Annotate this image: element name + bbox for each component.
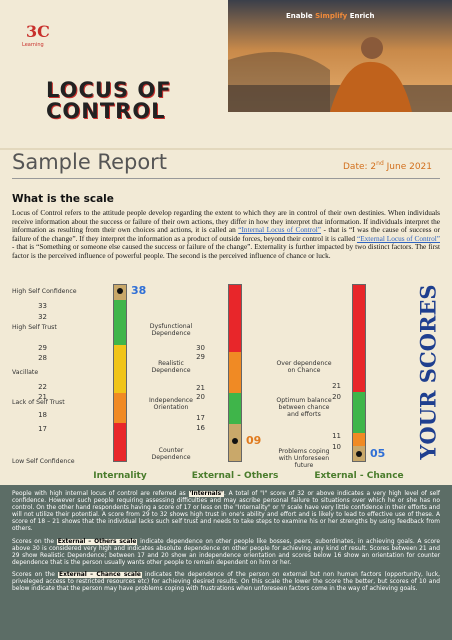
level-label: Low Self Confidence — [12, 458, 75, 465]
bar-outline — [352, 284, 366, 462]
level-label: Optimum balance between chance and effor… — [276, 397, 332, 418]
highlight: External – Chance scale — [58, 571, 142, 578]
tick-label: 20 — [332, 393, 341, 401]
date-text: June 2021 — [383, 162, 432, 172]
tick-label: 10 — [332, 443, 341, 451]
date: Date: 2nd June 2021 — [343, 160, 432, 172]
text: . A total of "I" score of 32 or above in… — [12, 491, 440, 533]
date-sup: nd — [376, 160, 384, 167]
level-label: Vacillate — [12, 369, 39, 376]
bar-segment — [352, 284, 366, 392]
rule — [12, 178, 440, 179]
score: 38 — [131, 284, 147, 297]
header-art — [0, 0, 452, 150]
tagline-word: Simplify — [315, 12, 348, 20]
bar-outline — [113, 284, 127, 462]
bar-segment — [352, 392, 366, 433]
bar-segment — [113, 345, 127, 393]
tick-label: 29 — [196, 353, 205, 361]
link: “Internal Locus of Control” — [238, 225, 321, 235]
section-heading: What is the scale — [12, 193, 114, 205]
score-dot — [232, 438, 238, 444]
tick-label: 33 — [38, 302, 47, 310]
tick-label: 18 — [38, 411, 47, 419]
level-label: Realistic Dependence — [151, 360, 191, 374]
tick-label: 17 — [38, 425, 47, 433]
tick-label: 21 — [38, 393, 47, 401]
section-paragraph: Locus of Control refers to the attitude … — [12, 208, 440, 261]
tick-label: 21 — [196, 384, 205, 392]
bar-segment — [228, 284, 242, 352]
level-label: Dysfunctional Dependence — [149, 323, 193, 337]
column-name: External - Chance — [314, 471, 404, 481]
tagline-word: Enable — [286, 12, 313, 20]
highlight: External – Others scale — [56, 538, 138, 545]
bar-segment — [113, 423, 127, 462]
level-label: High Self Confidence — [12, 288, 77, 295]
scale: 38 High Self Confidence High Self Trust Vac… — [12, 284, 404, 481]
bar-segment — [228, 352, 242, 393]
score-dot — [117, 288, 123, 294]
level-label: Problems coping with Unforeseen future — [278, 448, 330, 469]
side-label: YOUR SCORES — [415, 284, 441, 460]
footer: People with high internal locus of contr… — [0, 485, 452, 640]
text: Scores on the — [12, 571, 59, 578]
text: Scores on the — [12, 538, 57, 545]
level-label: Lack of Self Trust — [12, 399, 65, 406]
logo-mark: 3C — [26, 22, 50, 41]
score-dot — [356, 451, 362, 457]
bar-outline — [228, 284, 242, 462]
tick-label: 11 — [332, 432, 341, 440]
bar-segment — [228, 393, 242, 424]
tagline-word: Enrich — [349, 12, 375, 20]
level-label: High Self Trust — [12, 324, 57, 331]
tick-label: 22 — [38, 383, 47, 391]
title-line: CONTROL — [46, 99, 166, 123]
title-line: LOCUS OF — [46, 78, 172, 102]
tick-label: 30 — [196, 344, 205, 352]
tick-label: 20 — [196, 393, 205, 401]
bar-segment — [352, 433, 366, 446]
tick-label: 32 — [38, 313, 47, 321]
footer-paragraph: Scores on the External – Others scale in… — [12, 538, 440, 567]
level-label: Counter Dependence — [151, 447, 191, 461]
tagline: Enable Simplify Enrich — [286, 12, 374, 20]
level-label: Independence Orientation — [148, 397, 193, 411]
report-title: Sample Report — [12, 150, 168, 174]
text: indicate dependence on other people like… — [12, 538, 440, 566]
score: 05 — [370, 447, 386, 460]
footer-paragraph: People with high internal locus of contr… — [12, 491, 440, 534]
text: - that is “I was the cause of success or… — [12, 225, 440, 243]
bar-segment — [113, 393, 127, 423]
column-name: External - Others — [191, 471, 279, 481]
text: Locus of Control refers to the attitude … — [12, 208, 440, 235]
level-label: Over dependence on Chance — [276, 360, 332, 374]
text: People with high internal locus of contr… — [12, 491, 189, 497]
link: “External Locus of Control” — [356, 233, 440, 243]
tick-label: 21 — [332, 382, 341, 390]
logo-text: Learning — [22, 42, 44, 48]
date-text: Date: 2 — [343, 162, 377, 172]
text: - that is “Something or someone else cau… — [12, 242, 440, 260]
tick-label: 16 — [196, 424, 205, 432]
footer-paragraph: Scores on the External – Chance scale in… — [12, 571, 440, 593]
tick-label: 29 — [38, 344, 47, 352]
main-title: LOCUS OF CONTROL — [46, 80, 172, 122]
column-name: Internality — [93, 471, 147, 481]
text: indicates the dependence of the person o… — [12, 571, 440, 593]
highlight: 'Internals' — [188, 491, 224, 497]
tick-label: 28 — [38, 354, 47, 362]
tick-label: 17 — [196, 414, 205, 422]
score: 09 — [246, 434, 262, 447]
bar-segment — [113, 300, 127, 345]
